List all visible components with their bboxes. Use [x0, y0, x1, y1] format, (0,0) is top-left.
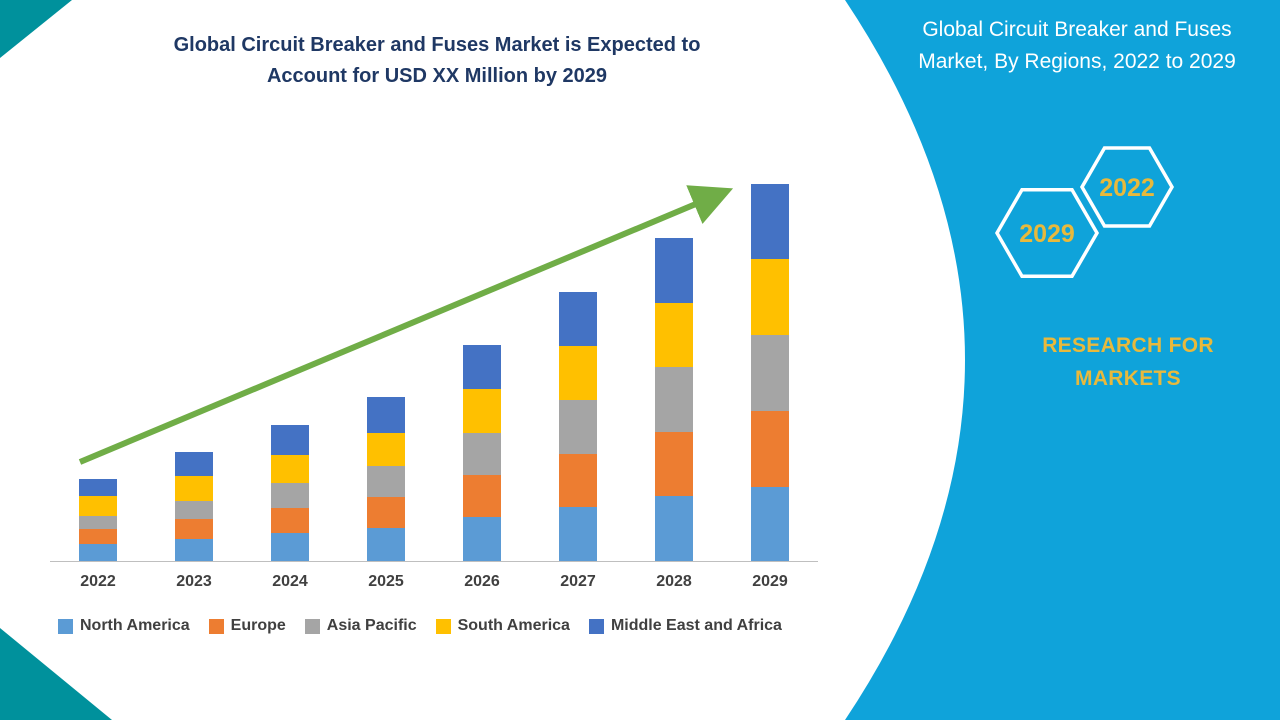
- legend-label: Middle East and Africa: [610, 617, 782, 634]
- bar-segment: [559, 292, 597, 346]
- brand-text: RESEARCH FOR MARKETS: [1042, 334, 1214, 390]
- bar-segment: [655, 432, 693, 496]
- bar-segment: [79, 516, 117, 529]
- bar-segment: [175, 452, 213, 476]
- bar-segment: [559, 454, 597, 507]
- bar-segment: [751, 487, 789, 561]
- bar-segment: [271, 455, 309, 483]
- legend-swatch: [435, 618, 451, 634]
- bar-segment: [271, 483, 309, 508]
- bar-segment: [175, 476, 213, 501]
- bar-segment: [463, 345, 501, 389]
- bar-segment: [559, 507, 597, 561]
- x-axis-label: 2022: [80, 573, 116, 590]
- x-axis-label: 2027: [560, 573, 596, 590]
- bar-segment: [79, 544, 117, 561]
- bar-segment: [751, 259, 789, 335]
- bar-segment: [367, 528, 405, 561]
- x-axis-label: 2026: [464, 573, 500, 590]
- bar-segment: [175, 501, 213, 519]
- bar-segment: [655, 367, 693, 432]
- legend-item: Europe: [208, 617, 286, 635]
- bar-segment: [751, 335, 789, 411]
- bar-segment: [655, 496, 693, 561]
- bar-segment: [367, 397, 405, 433]
- bar-segment: [175, 519, 213, 539]
- legend-swatch: [588, 618, 604, 634]
- bar-segment: [655, 238, 693, 303]
- legend-item: North America: [58, 617, 190, 635]
- bar-segment: [79, 529, 117, 544]
- x-axis-label: 2024: [272, 573, 308, 590]
- bar-segment: [271, 508, 309, 533]
- corner-accent-top-left: [0, 0, 72, 58]
- bar-segment: [463, 389, 501, 433]
- legend-item: Middle East and Africa: [588, 617, 782, 635]
- legend-item: Asia Pacific: [304, 617, 417, 635]
- bar-segment: [79, 479, 117, 496]
- bar-segment: [559, 346, 597, 400]
- legend-label: Asia Pacific: [326, 617, 417, 634]
- x-axis-label: 2025: [368, 573, 404, 590]
- legend-label: Europe: [230, 617, 286, 634]
- bar-segment: [79, 496, 117, 516]
- bar-segment: [463, 475, 501, 517]
- legend-swatch: [304, 618, 320, 634]
- stacked-bar-chart: 2022 2023 2024 2025 2026 2027 2028 2029: [50, 175, 818, 590]
- side-panel-title: Global Circuit Breaker and Fuses Market,…: [918, 18, 1236, 73]
- bar-segment: [463, 517, 501, 561]
- legend-item: South America: [435, 617, 570, 635]
- x-axis-label: 2029: [752, 573, 788, 590]
- legend-label: North America: [80, 617, 190, 634]
- hexagon-2029: [994, 187, 1100, 279]
- bar-segment: [367, 466, 405, 497]
- bar-segment: [175, 539, 213, 561]
- legend-swatch: [58, 618, 73, 634]
- bar-segment: [463, 433, 501, 475]
- corner-accent-bottom-left: [0, 628, 112, 720]
- chart-title: Global Circuit Breaker and Fuses Market …: [173, 34, 701, 87]
- legend-label: South America: [457, 617, 570, 634]
- chart-legend: North America Europe Asia Pacific South Ame…: [58, 617, 828, 635]
- hexagon-2029-label: 2029: [1019, 220, 1075, 248]
- hexagon-2022-label: 2022: [1099, 174, 1155, 202]
- bar-segment: [367, 433, 405, 466]
- x-axis-label: 2023: [176, 573, 212, 590]
- bar-segment: [271, 425, 309, 455]
- bar-segment: [271, 533, 309, 561]
- bar-segment: [559, 400, 597, 454]
- x-axis-label: 2028: [656, 573, 692, 590]
- bar-segment: [367, 497, 405, 528]
- hexagon-2022: [1079, 146, 1175, 228]
- legend-swatch: [208, 618, 224, 634]
- bar-segment: [751, 411, 789, 487]
- bar-segment: [751, 184, 789, 259]
- hexagon-badges: 2022 2029: [994, 146, 1175, 279]
- bar-segment: [655, 303, 693, 367]
